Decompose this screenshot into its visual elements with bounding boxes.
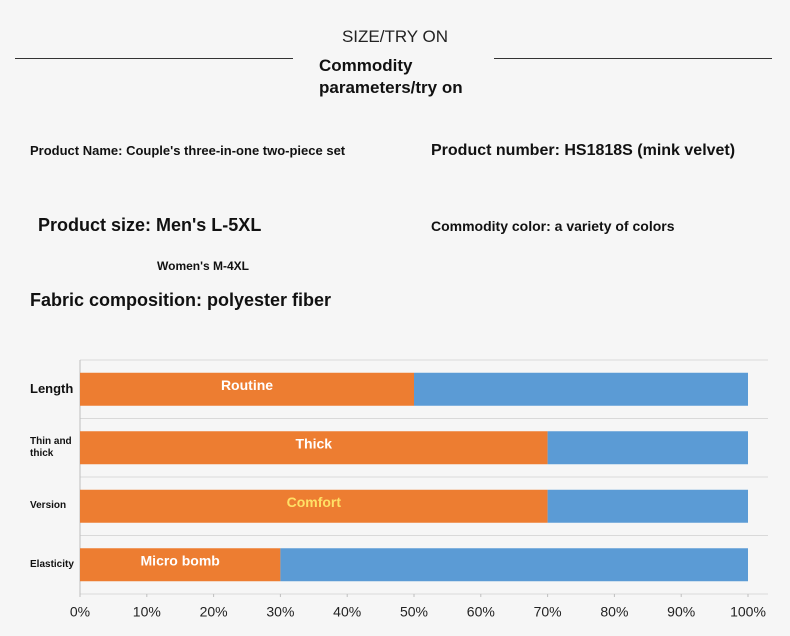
- x-tick-label: 80%: [600, 604, 628, 620]
- bar-label: Routine: [221, 377, 273, 393]
- bar-segment: [80, 489, 548, 523]
- x-tick-label: 50%: [400, 604, 428, 620]
- category-label: Elasticity: [30, 558, 74, 570]
- product-size: Product size: Men's L-5XL: [38, 215, 262, 235]
- bar-segment: [80, 548, 281, 582]
- category-label: Version: [30, 500, 67, 512]
- bar-label: Thick: [296, 435, 333, 451]
- category-label: Length: [30, 381, 74, 397]
- bar-segment: [547, 431, 748, 465]
- commodity-color: Commodity color: a variety of colors: [431, 218, 675, 234]
- category-label: Thin and thick: [30, 435, 72, 459]
- x-tick-label: 100%: [730, 604, 766, 620]
- subtitle: Commodity parameters/try on: [319, 56, 463, 97]
- bar-segment: [547, 489, 748, 523]
- x-tick-label: 30%: [266, 604, 294, 620]
- bar-segment: [280, 548, 748, 582]
- divider: [15, 58, 293, 59]
- product-number: Product number: HS1818S (mink velvet): [431, 142, 736, 159]
- product-name: Product Name: Couple's three-in-one two-…: [30, 143, 346, 158]
- x-tick-label: 60%: [467, 604, 495, 620]
- bar-segment: [80, 372, 414, 406]
- bar-label: Comfort: [287, 494, 342, 510]
- x-tick-label: 20%: [200, 604, 228, 620]
- divider: [494, 58, 772, 59]
- x-tick-label: 70%: [534, 604, 562, 620]
- x-tick-label: 10%: [133, 604, 161, 620]
- x-tick-label: 40%: [333, 604, 361, 620]
- x-tick-label: 0%: [70, 604, 90, 620]
- bar-segment: [80, 431, 548, 465]
- page-title: SIZE/TRY ON: [341, 27, 449, 46]
- bar-label: Micro bomb: [141, 552, 220, 568]
- bar-segment: [414, 372, 748, 406]
- x-tick-label: 90%: [667, 604, 695, 620]
- fabric: Fabric composition: polyester fiber: [30, 290, 332, 310]
- women-size: Women's M-4XL: [157, 259, 249, 273]
